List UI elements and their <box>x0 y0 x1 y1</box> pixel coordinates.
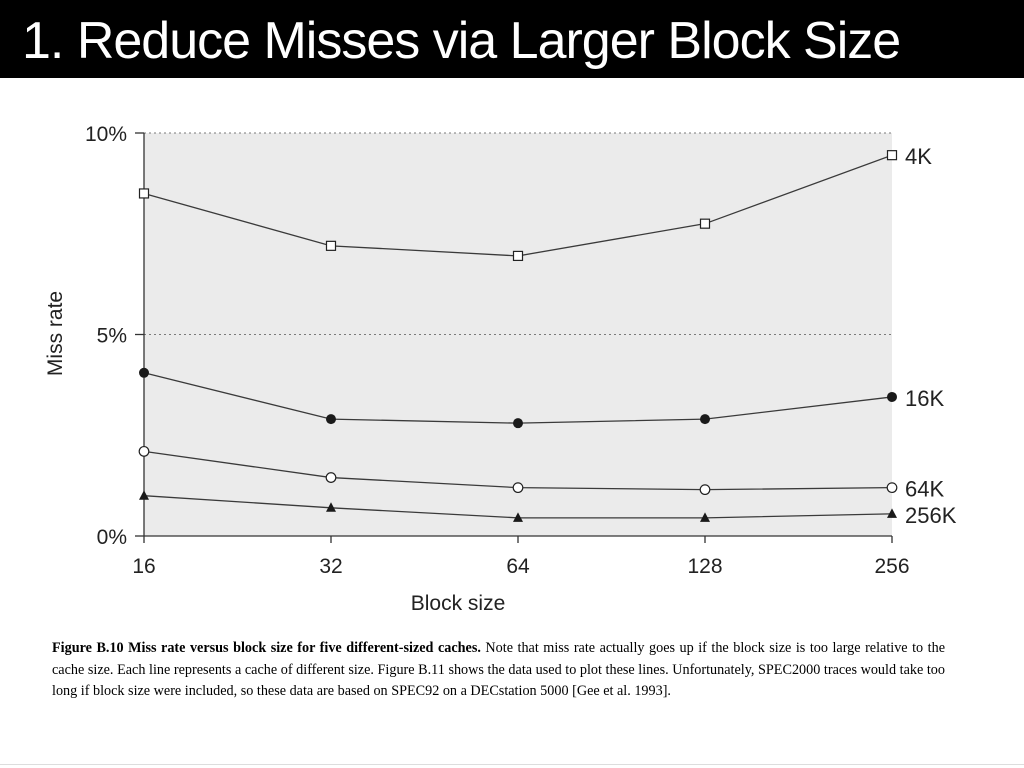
data-point <box>699 484 711 496</box>
data-point <box>886 150 898 161</box>
data-point <box>139 490 149 500</box>
data-point <box>326 502 336 512</box>
data-point <box>887 391 897 402</box>
x-tick-label: 64 <box>506 555 530 578</box>
x-axis-title: Block size <box>411 592 506 615</box>
series-label: 64K <box>905 477 944 502</box>
data-point <box>139 367 149 378</box>
data-point <box>325 240 337 251</box>
figure-caption: Figure B.10 Miss rate versus block size … <box>52 638 945 703</box>
series-label: 16K <box>905 386 944 411</box>
data-point <box>325 472 337 483</box>
y-tick-label: 10% <box>85 123 127 146</box>
axis-layer: 0% 5% 10% 16 32 64 128 256 Block size Miss rate <box>44 123 910 615</box>
miss-rate-chart: 0% 5% 10% 16 32 64 128 256 Block size Miss rate 4… <box>44 123 957 615</box>
x-tick-label: 256 <box>874 555 909 578</box>
y-tick-label: 5% <box>97 325 127 348</box>
caption-label: Figure B.10 Miss rate versus block size … <box>52 640 481 656</box>
divider <box>0 764 1024 765</box>
slide-title: 1. Reduce Misses via Larger Block Size <box>22 12 901 70</box>
data-point <box>513 512 523 522</box>
data-point <box>887 508 897 518</box>
series-label: 4K <box>905 144 932 169</box>
data-point <box>138 445 150 457</box>
y-axis-title: Miss rate <box>44 291 67 376</box>
series-layer <box>138 150 898 522</box>
data-point <box>513 418 523 429</box>
data-point <box>700 414 710 425</box>
x-tick-label: 32 <box>319 555 342 578</box>
series-label: 256K <box>905 503 957 528</box>
data-point <box>138 188 150 199</box>
data-point <box>512 482 524 494</box>
caption-text: Note that miss rate actually goes up if … <box>52 640 945 699</box>
data-point <box>326 414 336 425</box>
data-point <box>699 218 711 229</box>
x-tick-label: 128 <box>687 555 722 578</box>
x-tick-label: 16 <box>132 555 155 578</box>
y-tick-label: 0% <box>97 526 127 549</box>
title-bar: 1. Reduce Misses via Larger Block Size <box>0 0 1024 78</box>
data-point <box>700 512 710 522</box>
data-point <box>512 250 524 262</box>
data-point <box>886 482 898 494</box>
